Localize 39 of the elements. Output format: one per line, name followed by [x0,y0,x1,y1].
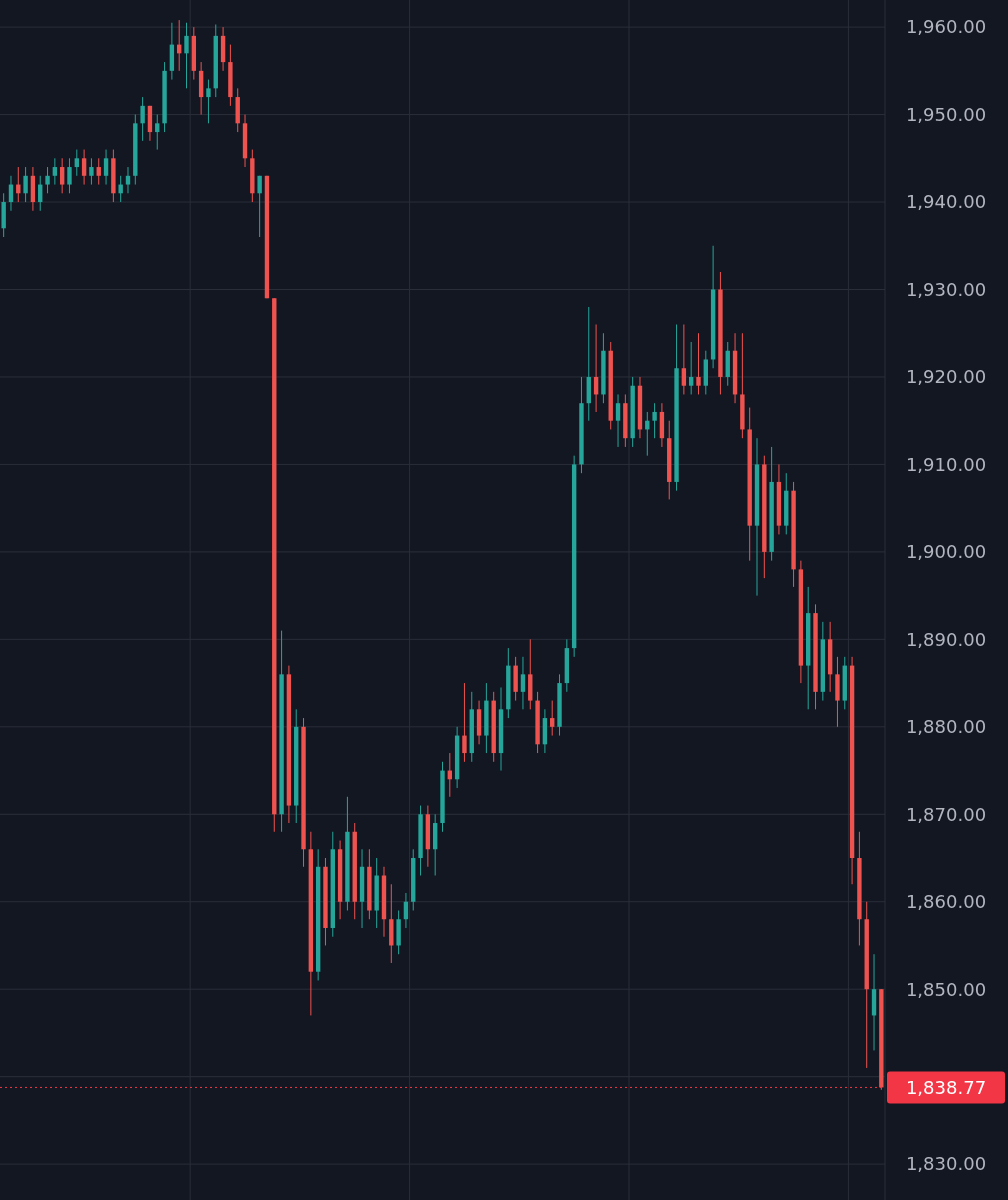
candlestick [184,22,189,89]
candlestick [688,341,694,395]
candlestick [81,149,87,186]
y-tick-label: 1,890.00 [905,628,987,650]
candlestick [74,149,79,177]
candlestick [155,114,160,151]
candlestick [257,175,262,238]
candlestick [652,402,657,439]
ref-line-label: 1,838.77 [905,1076,987,1098]
y-tick-label: 1,830.00 [905,1153,987,1175]
candlestick [206,79,211,124]
candlestick [96,157,101,186]
y-tick-label: 1,900.00 [905,541,987,563]
y-tick-label: 1,920.00 [905,366,987,388]
candlestick [89,157,94,186]
y-tick-label: 1,950.00 [905,103,987,125]
candlestick [23,166,28,203]
y-tick-label: 1,880.00 [905,716,987,738]
candlestick [125,166,131,194]
candlestick [696,332,701,395]
candlestick [59,157,65,194]
candlestick [118,175,123,203]
candlestick [681,323,687,395]
candlestick [520,656,526,710]
candlestick [67,157,72,194]
candlestick [103,149,109,186]
candlestick [52,157,58,186]
y-tick-label: 1,960.00 [905,16,987,38]
candlestick [550,700,555,737]
y-tick-label: 1,930.00 [905,278,987,300]
candlestick [462,682,467,763]
y-tick-label: 1,870.00 [905,803,987,825]
candlestick [615,393,621,448]
y-tick-label: 1,850.00 [905,978,987,1000]
candlestick [140,96,145,142]
y-tick-label: 1,910.00 [905,453,987,475]
y-tick-label: 1,860.00 [905,891,987,913]
candlestick [45,166,50,194]
y-tick-label: 1,940.00 [905,191,987,213]
